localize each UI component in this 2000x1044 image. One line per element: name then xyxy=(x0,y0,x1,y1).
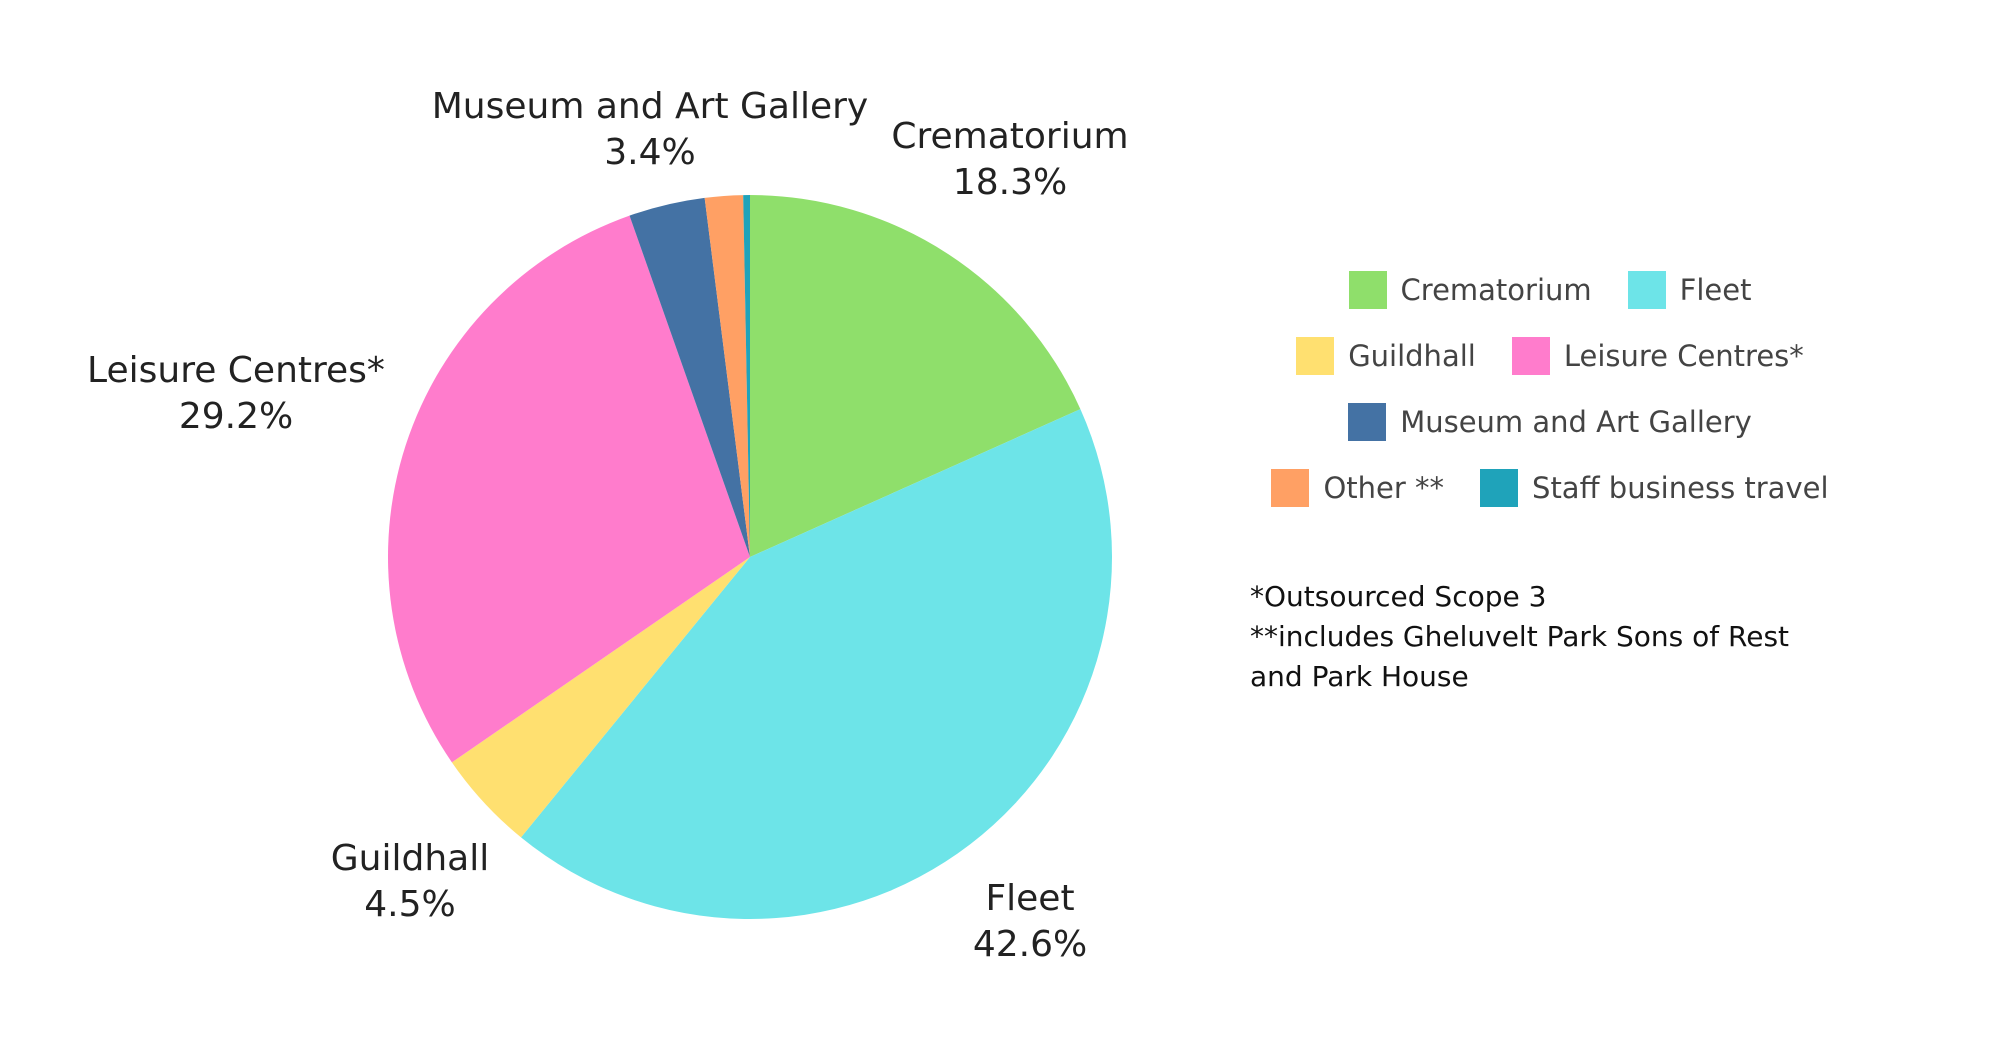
pie-slices xyxy=(388,195,1113,920)
pie-slice-crematorium[interactable] xyxy=(750,195,1081,557)
slice-label-museum-and-art-gallery: Museum and Art Gallery 3.4% xyxy=(432,86,868,173)
legend-swatch xyxy=(1348,403,1387,441)
legend-label: Leisure Centres* xyxy=(1563,339,1804,373)
note-outsourced: *Outsourced Scope 3 xyxy=(1250,580,1547,613)
slice-label-name: Leisure Centres* xyxy=(87,350,385,391)
legend-label: Fleet xyxy=(1679,273,1752,307)
legend-item-other[interactable]: Other ** xyxy=(1271,469,1444,507)
pie-slice-museum-and-art-gallery[interactable] xyxy=(629,197,750,557)
legend-row: Crematorium Fleet xyxy=(1240,270,1860,310)
pie-slice-guildhall[interactable] xyxy=(451,557,750,838)
slice-label-percent: 29.2% xyxy=(179,396,293,437)
slice-label-percent: 18.3% xyxy=(953,162,1067,203)
pie-slice-leisure-centres[interactable] xyxy=(388,215,750,763)
slice-label-name: Museum and Art Gallery xyxy=(432,86,868,127)
legend-label: Staff business travel xyxy=(1532,471,1829,505)
note-includes-cont: and Park House xyxy=(1250,660,1469,693)
slice-label-name: Crematorium xyxy=(891,116,1128,157)
legend-item-guildhall[interactable]: Guildhall xyxy=(1296,337,1476,375)
slice-label-crematorium: Crematorium 18.3% xyxy=(891,116,1128,203)
footnotes: *Outsourced Scope 3 **includes Gheluvelt… xyxy=(1250,577,1870,697)
pie-labels: Crematorium 18.3% Fleet 42.6% Guildhall 4.5% L… xyxy=(87,86,1129,965)
slice-label-guildhall: Guildhall 4.5% xyxy=(331,838,489,925)
legend-swatch xyxy=(1348,271,1387,309)
legend-swatch xyxy=(1627,271,1666,309)
legend-item-fleet[interactable]: Fleet xyxy=(1627,271,1752,309)
legend-row: Museum and Art Gallery xyxy=(1240,402,1860,442)
legend-item-museum-and-art-gallery[interactable]: Museum and Art Gallery xyxy=(1348,403,1752,441)
legend-label: Guildhall xyxy=(1348,339,1476,373)
legend-item-staff-business-travel[interactable]: Staff business travel xyxy=(1480,469,1829,507)
pie-slice-other[interactable] xyxy=(704,195,750,557)
note-includes: **includes Gheluvelt Park Sons of Rest xyxy=(1250,620,1790,653)
legend-label: Crematorium xyxy=(1400,273,1592,307)
legend-swatch xyxy=(1271,469,1310,507)
legend: Crematorium Fleet Guildhall Leisure Centres… xyxy=(1240,270,1860,534)
slice-label-percent: 42.6% xyxy=(973,924,1087,965)
legend-swatch xyxy=(1296,337,1335,375)
legend-label: Other ** xyxy=(1323,471,1445,505)
legend-item-leisure-centres[interactable]: Leisure Centres* xyxy=(1511,337,1804,375)
slice-label-percent: 4.5% xyxy=(364,884,455,925)
pie-slice-fleet[interactable] xyxy=(521,409,1113,920)
legend-swatch xyxy=(1480,469,1519,507)
slice-label-name: Fleet xyxy=(985,878,1074,919)
slice-label-percent: 3.4% xyxy=(604,132,695,173)
legend-row: Guildhall Leisure Centres* xyxy=(1240,336,1860,376)
slice-label-fleet: Fleet 42.6% xyxy=(973,878,1087,965)
legend-swatch xyxy=(1511,337,1550,375)
legend-label: Museum and Art Gallery xyxy=(1400,405,1752,439)
slice-label-name: Guildhall xyxy=(331,838,489,879)
legend-item-crematorium[interactable]: Crematorium xyxy=(1348,271,1592,309)
legend-row: Other ** Staff business travel xyxy=(1240,468,1860,508)
pie-slice-staff-business-travel[interactable] xyxy=(743,195,750,557)
slice-label-leisure-centres: Leisure Centres* 29.2% xyxy=(87,350,385,437)
